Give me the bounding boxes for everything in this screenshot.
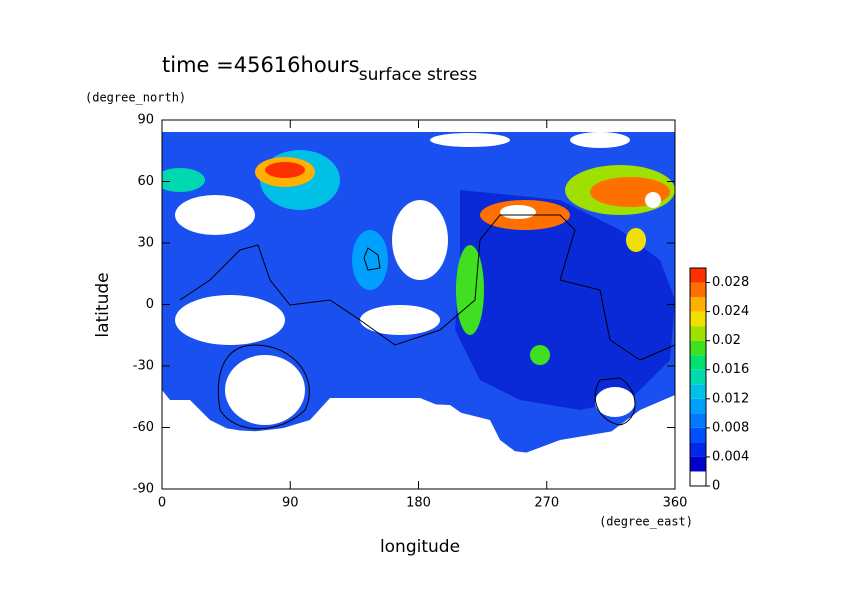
colorbar-segment bbox=[690, 384, 706, 399]
y-tick-label: -30 bbox=[133, 359, 154, 374]
y-axis-label: latitude bbox=[93, 272, 113, 337]
x-tick-label: 180 bbox=[406, 496, 431, 511]
y-tick-label: -60 bbox=[133, 420, 154, 435]
contour-fill bbox=[456, 245, 484, 335]
colorbar-segment bbox=[690, 340, 706, 356]
y-tick-label: 60 bbox=[137, 174, 154, 189]
coastline bbox=[179, 214, 675, 430]
x-tick-label: 270 bbox=[534, 496, 559, 511]
contour-fill bbox=[265, 162, 305, 178]
colorbar-segment bbox=[690, 311, 706, 327]
colorbar-segment bbox=[690, 442, 706, 457]
y-tick-label: 90 bbox=[137, 113, 154, 128]
x-axis-label: longitude bbox=[380, 537, 460, 557]
contour-fill bbox=[162, 168, 205, 192]
colorbar-segment bbox=[690, 413, 706, 428]
contour-fill bbox=[352, 230, 388, 290]
x-tick-label: 360 bbox=[663, 496, 688, 511]
colorbar-segment bbox=[690, 369, 706, 385]
colorbar-frame bbox=[689, 267, 707, 487]
x-tick-label: 90 bbox=[282, 496, 299, 511]
chart-subtitle: time =45616hours bbox=[162, 53, 360, 77]
colorbar-segment bbox=[690, 456, 706, 472]
contour-fill bbox=[626, 228, 646, 252]
colorbar-segment bbox=[690, 398, 706, 414]
chart-title: surface stress bbox=[359, 65, 478, 85]
colorbar-tick-label: 0.02 bbox=[712, 333, 741, 348]
colorbar-tick-label: 0.016 bbox=[712, 362, 749, 377]
y-tick-label: -90 bbox=[133, 482, 154, 497]
colorbar-tick-label: 0.012 bbox=[712, 391, 749, 406]
contour-fill bbox=[455, 190, 675, 410]
colorbar-tick-label: 0.024 bbox=[712, 304, 749, 319]
colorbar-segment bbox=[690, 355, 706, 370]
x-tick-label: 0 bbox=[158, 496, 166, 511]
colorbar-segment bbox=[690, 427, 706, 443]
colorbar-segment bbox=[690, 297, 706, 312]
colorbar-segment bbox=[690, 268, 706, 283]
x-axis-units: (degree_east) bbox=[599, 515, 693, 529]
colorbar-segment bbox=[690, 326, 706, 341]
contour-fill bbox=[530, 345, 550, 365]
colorbar-tick-label: 0.008 bbox=[712, 420, 749, 435]
y-tick-label: 0 bbox=[146, 297, 154, 312]
y-axis-units: (degree_north) bbox=[85, 91, 186, 105]
colorbar-segment bbox=[690, 471, 706, 486]
colorbar-tick-label: 0.028 bbox=[712, 275, 749, 290]
colorbar-tick-label: 0 bbox=[712, 479, 720, 494]
colorbar-tick-label: 0.004 bbox=[712, 449, 749, 464]
colorbar-segment bbox=[690, 282, 706, 298]
contour-field bbox=[162, 120, 675, 489]
y-tick-label: 30 bbox=[137, 236, 154, 251]
